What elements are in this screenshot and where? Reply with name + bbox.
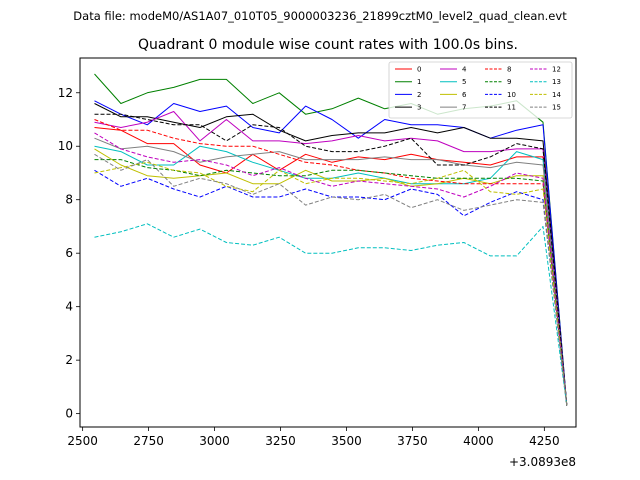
legend-label-11: 11 bbox=[507, 104, 516, 112]
series-line-3 bbox=[94, 103, 568, 406]
x-tick-label: 3750 bbox=[397, 434, 428, 448]
series-line-10 bbox=[94, 169, 568, 406]
series-line-7 bbox=[94, 137, 568, 406]
legend-label-12: 12 bbox=[552, 66, 561, 74]
legend-label-14: 14 bbox=[552, 91, 561, 99]
y-tick-label: 10 bbox=[58, 139, 73, 153]
legend-label-8: 8 bbox=[507, 66, 511, 74]
series-line-14 bbox=[94, 161, 568, 406]
series-line-11 bbox=[94, 113, 568, 406]
legend-label-0: 0 bbox=[417, 66, 421, 74]
series-line-15 bbox=[94, 153, 568, 406]
legend-label-1: 1 bbox=[417, 78, 421, 86]
series-line-4 bbox=[94, 111, 568, 406]
legend-label-2: 2 bbox=[417, 91, 421, 99]
x-tick-label: 2750 bbox=[133, 434, 164, 448]
figure-suptitle: Data file: modeM0/AS1A07_010T05_90000032… bbox=[73, 9, 567, 23]
x-offset-label: +3.0893e8 bbox=[509, 455, 576, 469]
plot-area: 2500 2750 3000 3250 3500 3750 4000 4250 0246810… bbox=[58, 57, 577, 469]
x-tick-label: 3250 bbox=[265, 434, 296, 448]
series-layer bbox=[94, 73, 568, 406]
series-line-0 bbox=[94, 127, 568, 406]
legend-label-13: 13 bbox=[552, 78, 561, 86]
series-line-13 bbox=[94, 223, 568, 406]
y-tick-label: 12 bbox=[58, 86, 73, 100]
legend-label-4: 4 bbox=[462, 66, 467, 74]
y-tick-label: 6 bbox=[65, 246, 73, 260]
y-axis: 0 2 4 6 8 10 12 bbox=[58, 86, 80, 421]
x-tick-label: 3500 bbox=[331, 434, 362, 448]
axes-title: Quadrant 0 module wise count rates with … bbox=[138, 37, 518, 53]
x-tick-label: 2500 bbox=[67, 434, 98, 448]
legend-label-7: 7 bbox=[462, 104, 466, 112]
axes-frame bbox=[79, 57, 577, 428]
y-tick-label: 0 bbox=[65, 407, 73, 421]
y-tick-label: 8 bbox=[65, 193, 73, 207]
y-tick-label: 4 bbox=[65, 300, 73, 314]
legend-box bbox=[388, 61, 573, 119]
legend-label-15: 15 bbox=[552, 104, 561, 112]
x-tick-label: 4000 bbox=[463, 434, 494, 448]
legend-label-3: 3 bbox=[417, 104, 421, 112]
legend-label-5: 5 bbox=[462, 78, 466, 86]
series-line-8 bbox=[94, 119, 568, 406]
legend-label-9: 9 bbox=[507, 78, 511, 86]
x-axis: 2500 2750 3000 3250 3500 3750 4000 4250 bbox=[67, 427, 560, 448]
x-tick-label: 3000 bbox=[199, 434, 230, 448]
legend-label-10: 10 bbox=[507, 91, 516, 99]
legend-label-6: 6 bbox=[462, 91, 467, 99]
series-line-12 bbox=[94, 132, 568, 406]
x-tick-label: 4250 bbox=[529, 434, 560, 448]
y-tick-label: 2 bbox=[65, 353, 73, 367]
